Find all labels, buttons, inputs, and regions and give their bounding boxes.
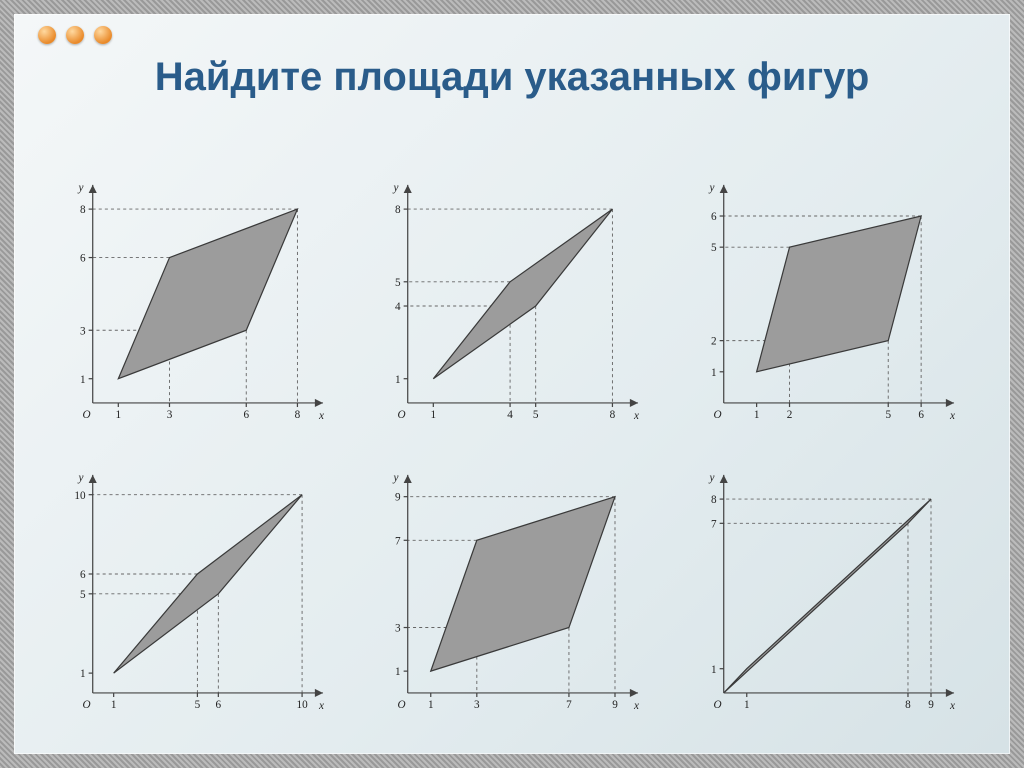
dot-icon bbox=[38, 26, 56, 44]
dot-icon bbox=[66, 26, 84, 44]
svg-text:y: y bbox=[393, 472, 399, 484]
svg-text:3: 3 bbox=[395, 623, 401, 635]
svg-text:1: 1 bbox=[111, 699, 117, 711]
svg-text:x: x bbox=[949, 700, 955, 712]
charts-grid: 1 3 6 8 1 3 6 8 Ox y 1 4 5 8 1 4 5 8 Ox y 1 2 5 6 1 2 5 6 Ox y 1 5 6 10 1 5… bbox=[54, 164, 970, 724]
svg-text:9: 9 bbox=[613, 699, 619, 711]
svg-text:1: 1 bbox=[116, 409, 122, 421]
svg-text:3: 3 bbox=[167, 409, 173, 421]
svg-text:8: 8 bbox=[905, 699, 911, 711]
svg-text:1: 1 bbox=[428, 699, 434, 711]
svg-text:O: O bbox=[83, 409, 91, 421]
svg-text:1: 1 bbox=[744, 699, 750, 711]
svg-text:6: 6 bbox=[711, 211, 717, 223]
svg-text:1: 1 bbox=[80, 374, 86, 386]
svg-text:3: 3 bbox=[80, 325, 86, 337]
svg-text:1: 1 bbox=[395, 374, 401, 386]
svg-text:O: O bbox=[713, 699, 721, 711]
svg-text:y: y bbox=[708, 182, 714, 194]
svg-text:7: 7 bbox=[711, 518, 717, 530]
svg-text:1: 1 bbox=[753, 409, 759, 421]
svg-text:2: 2 bbox=[786, 409, 792, 421]
dot-icon bbox=[94, 26, 112, 44]
svg-text:4: 4 bbox=[395, 301, 401, 313]
svg-text:8: 8 bbox=[395, 204, 401, 216]
chart-c5: 1 3 7 9 1 3 7 9 Ox y bbox=[369, 454, 654, 724]
svg-text:8: 8 bbox=[80, 204, 86, 216]
svg-text:x: x bbox=[633, 700, 639, 712]
svg-text:5: 5 bbox=[195, 699, 201, 711]
svg-text:6: 6 bbox=[80, 569, 86, 581]
decor-dots bbox=[38, 26, 112, 44]
svg-text:7: 7 bbox=[395, 535, 401, 547]
chart-c6: 1 8 9 1 7 8 Ox y bbox=[685, 454, 970, 724]
svg-text:9: 9 bbox=[928, 699, 934, 711]
svg-text:8: 8 bbox=[711, 494, 717, 506]
svg-text:y: y bbox=[77, 182, 83, 194]
svg-text:O: O bbox=[398, 699, 406, 711]
svg-text:2: 2 bbox=[711, 336, 717, 348]
svg-text:O: O bbox=[398, 409, 406, 421]
svg-text:6: 6 bbox=[243, 409, 249, 421]
svg-text:x: x bbox=[949, 410, 955, 422]
svg-text:6: 6 bbox=[918, 409, 924, 421]
svg-text:4: 4 bbox=[508, 409, 514, 421]
svg-text:y: y bbox=[77, 472, 83, 484]
svg-text:9: 9 bbox=[395, 492, 401, 504]
svg-text:x: x bbox=[318, 410, 324, 422]
page-title: Найдите площади указанных фигур bbox=[14, 14, 1010, 112]
svg-text:x: x bbox=[633, 410, 639, 422]
chart-c2: 1 4 5 8 1 4 5 8 Ox y bbox=[369, 164, 654, 434]
svg-text:5: 5 bbox=[711, 242, 717, 254]
svg-text:3: 3 bbox=[474, 699, 480, 711]
svg-text:7: 7 bbox=[566, 699, 572, 711]
svg-text:10: 10 bbox=[296, 699, 308, 711]
svg-text:5: 5 bbox=[885, 409, 891, 421]
svg-text:5: 5 bbox=[395, 277, 401, 289]
svg-text:1: 1 bbox=[395, 666, 401, 678]
svg-text:y: y bbox=[393, 182, 399, 194]
chart-c1: 1 3 6 8 1 3 6 8 Ox y bbox=[54, 164, 339, 434]
svg-text:8: 8 bbox=[610, 409, 616, 421]
svg-text:1: 1 bbox=[711, 664, 717, 676]
svg-text:O: O bbox=[83, 699, 91, 711]
svg-text:6: 6 bbox=[80, 253, 86, 265]
svg-text:6: 6 bbox=[216, 699, 222, 711]
svg-text:O: O bbox=[713, 409, 721, 421]
chart-c4: 1 5 6 10 1 5 6 10 Ox y bbox=[54, 454, 339, 724]
svg-text:5: 5 bbox=[80, 589, 86, 601]
svg-text:1: 1 bbox=[80, 668, 86, 680]
svg-text:5: 5 bbox=[533, 409, 539, 421]
svg-text:1: 1 bbox=[711, 367, 717, 379]
chart-c3: 1 2 5 6 1 2 5 6 Ox y bbox=[685, 164, 970, 434]
svg-text:x: x bbox=[318, 700, 324, 712]
svg-text:8: 8 bbox=[295, 409, 301, 421]
svg-text:1: 1 bbox=[431, 409, 437, 421]
svg-text:y: y bbox=[708, 472, 714, 484]
slide-background: Найдите площади указанных фигур 1 3 6 8 1 3 6 8… bbox=[14, 14, 1010, 754]
svg-text:10: 10 bbox=[74, 490, 86, 502]
